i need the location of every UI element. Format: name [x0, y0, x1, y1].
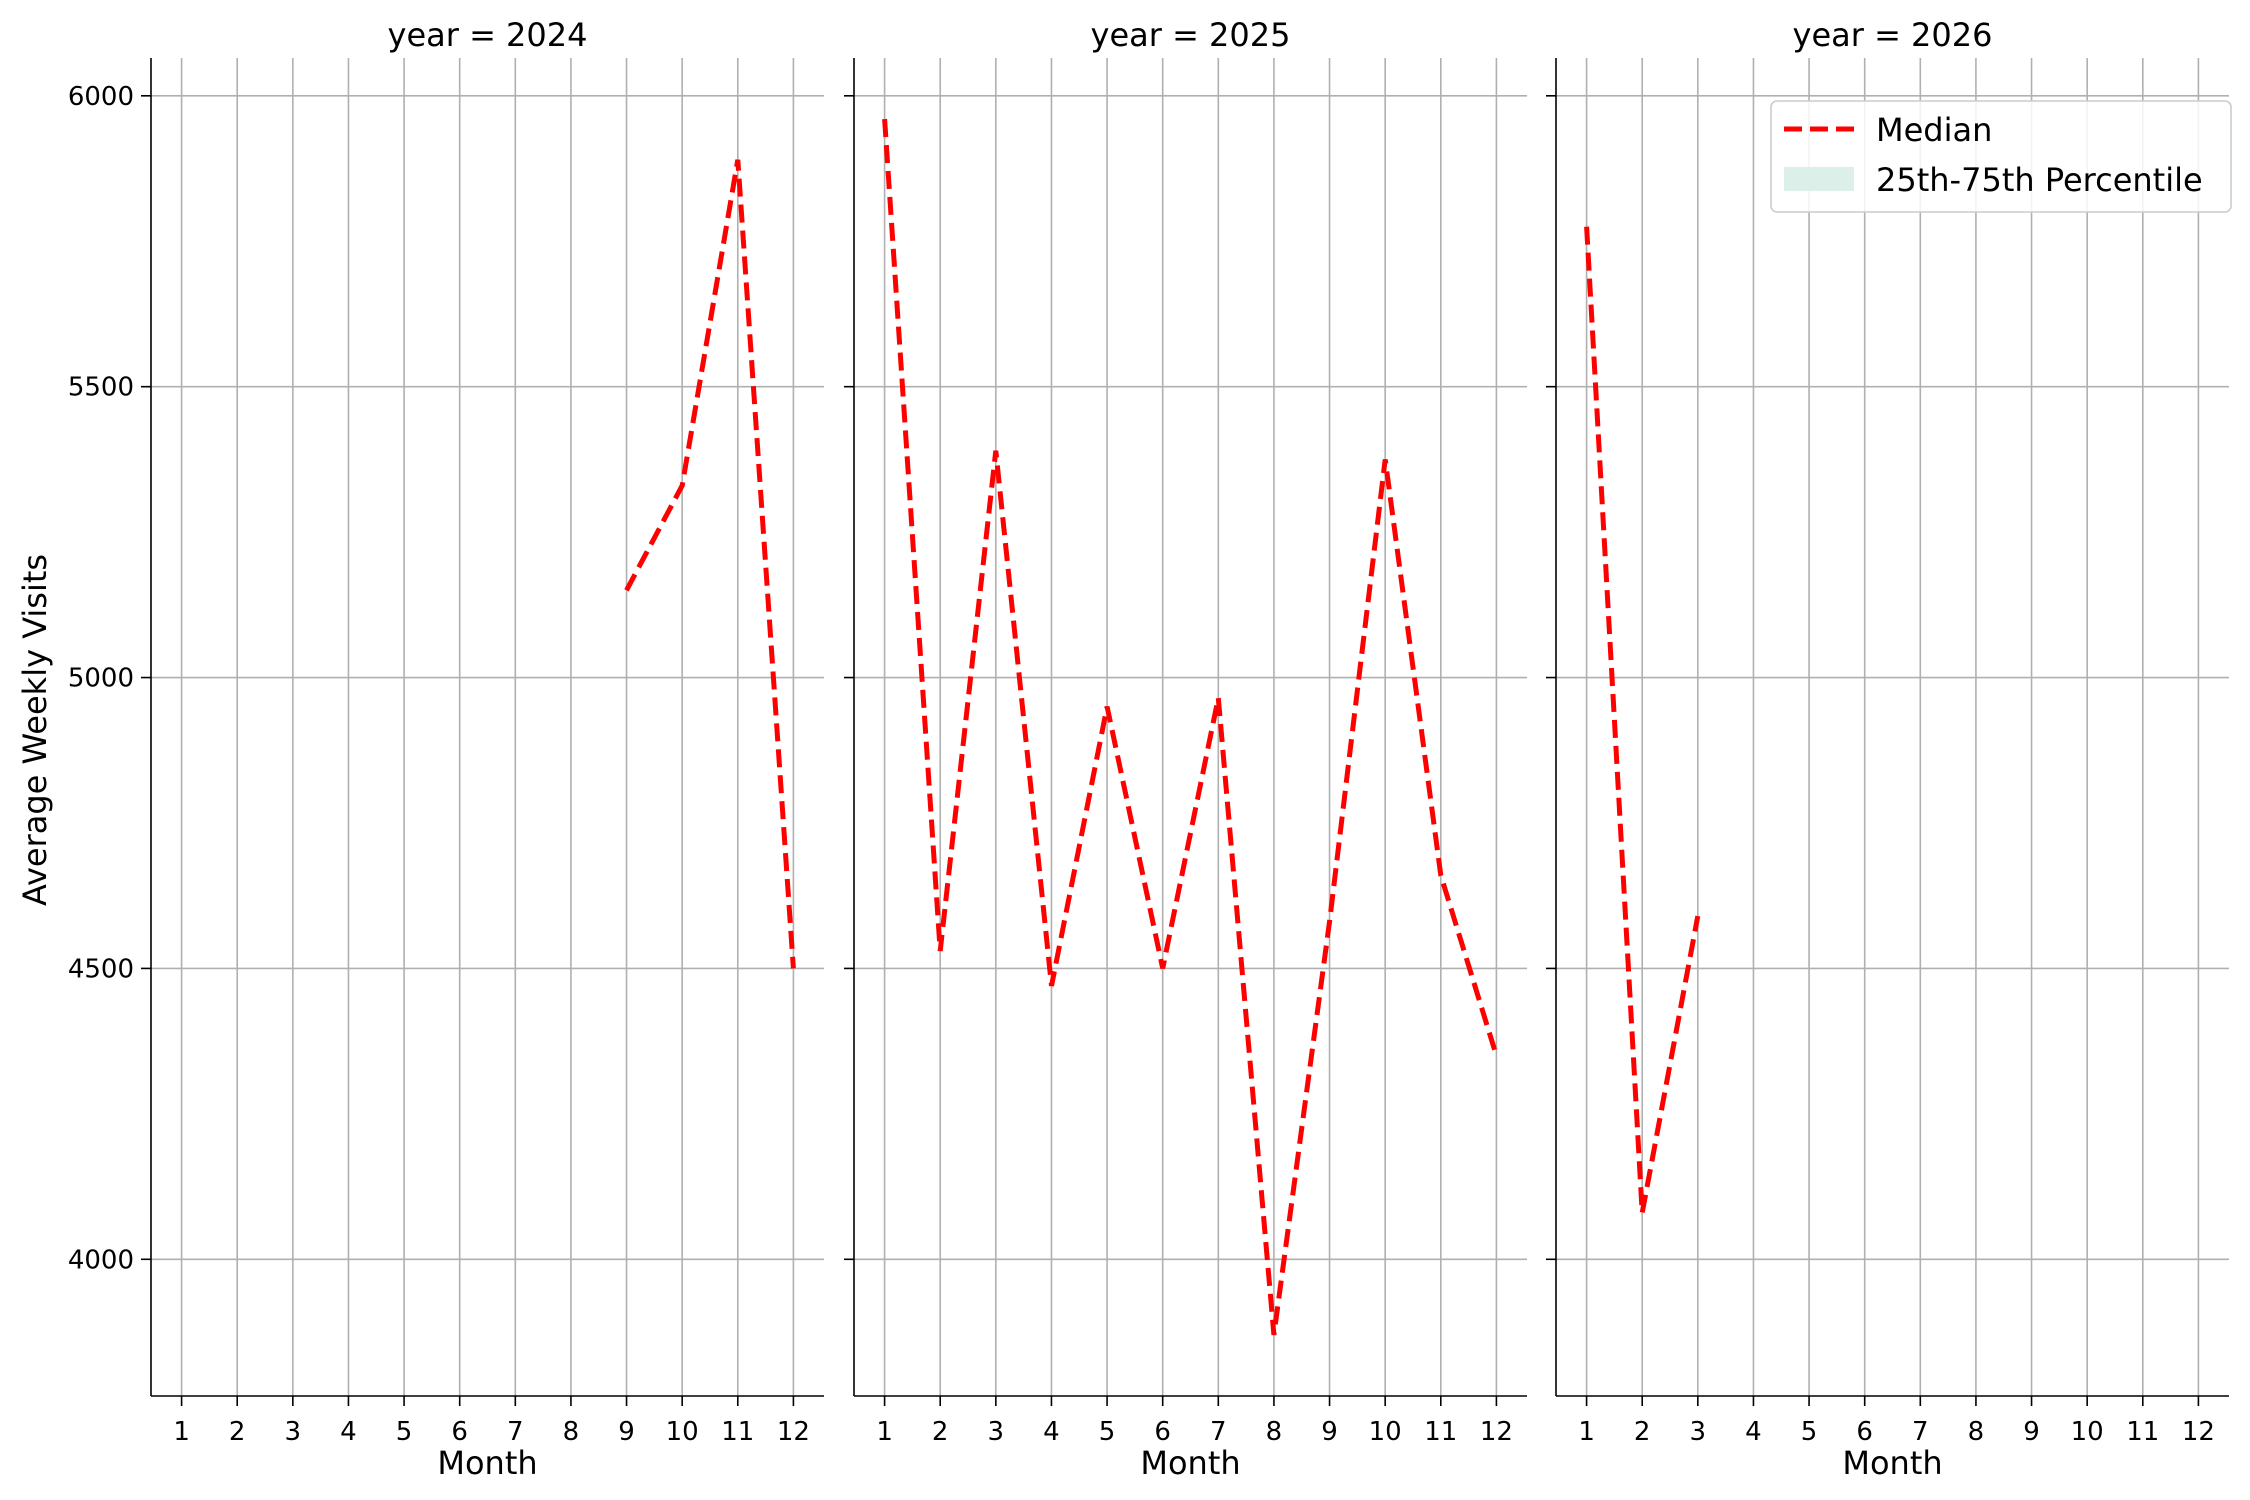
- legend-median-label: Median: [1876, 111, 1992, 149]
- x-tick-label: 2: [1634, 1417, 1651, 1447]
- x-tick-label: 3: [1690, 1417, 1707, 1447]
- x-tick-label: 8: [1266, 1417, 1283, 1447]
- x-tick-label: 2: [932, 1417, 949, 1447]
- y-tick-label: 4000: [68, 1245, 134, 1275]
- panel-title: year = 2026: [1793, 16, 1993, 54]
- y-tick-label: 5000: [68, 664, 134, 694]
- x-tick-label: 12: [2182, 1417, 2215, 1447]
- x-tick-label: 5: [1801, 1417, 1818, 1447]
- x-tick-label: 1: [1578, 1417, 1595, 1447]
- x-tick-label: 12: [1480, 1417, 1513, 1447]
- median-series-line: [624, 159, 796, 969]
- x-tick-label: 3: [285, 1417, 302, 1447]
- x-tick-label: 11: [721, 1417, 754, 1447]
- x-tick-label: 10: [1369, 1417, 1402, 1447]
- x-tick-label: 9: [1321, 1417, 1338, 1447]
- x-tick-label: 10: [666, 1417, 699, 1447]
- x-tick-label: 8: [1968, 1417, 1985, 1447]
- legend-band-swatch: [1784, 167, 1854, 191]
- y-axis-label: Average Weekly Visits: [16, 554, 54, 906]
- x-tick-label: 9: [618, 1417, 635, 1447]
- panel-title: year = 2024: [388, 16, 588, 54]
- legend: Median 25th-75th Percentile: [1770, 100, 2232, 213]
- x-axis-label: Month: [437, 1444, 537, 1482]
- median-series-line: [1584, 226, 1701, 1214]
- x-tick-label: 4: [1043, 1417, 1060, 1447]
- x-axis-label: Month: [1140, 1444, 1240, 1482]
- panels-layer: 1 2 3 4 5 6 7 8 9 10 11 1240004500500055006000Month…: [68, 16, 2229, 1482]
- legend-band-label: 25th-75th Percentile: [1876, 161, 2203, 199]
- x-tick-label: 7: [1912, 1417, 1929, 1447]
- legend-frame: [1770, 100, 2232, 213]
- x-tick-label: 9: [2023, 1417, 2040, 1447]
- x-axis-label: Month: [1842, 1444, 1942, 1482]
- x-tick-label: 11: [2126, 1417, 2159, 1447]
- x-tick-label: 5: [396, 1417, 413, 1447]
- x-tick-label: 6: [1856, 1417, 1873, 1447]
- x-tick-label: 6: [1154, 1417, 1171, 1447]
- y-tick-label: 6000: [68, 82, 134, 112]
- y-tick-label: 4500: [68, 954, 134, 984]
- x-tick-label: 3: [988, 1417, 1005, 1447]
- x-tick-label: 11: [1424, 1417, 1457, 1447]
- panel-1: 1 2 3 4 5 6 7 8 9 10 11 1240004500500055006000Month…: [68, 16, 824, 1482]
- x-tick-label: 10: [2071, 1417, 2104, 1447]
- x-tick-label: 4: [1745, 1417, 1762, 1447]
- y-tick-label: 5500: [68, 373, 134, 403]
- x-tick-label: 4: [340, 1417, 357, 1447]
- x-tick-label: 2: [229, 1417, 246, 1447]
- x-tick-label: 7: [507, 1417, 524, 1447]
- x-tick-label: 6: [451, 1417, 468, 1447]
- x-tick-label: 7: [1210, 1417, 1227, 1447]
- x-tick-label: 5: [1099, 1417, 1116, 1447]
- x-tick-label: 1: [173, 1417, 190, 1447]
- median-series-line: [882, 118, 1499, 1336]
- x-tick-label: 8: [563, 1417, 580, 1447]
- x-tick-label: 1: [876, 1417, 893, 1447]
- x-tick-label: 12: [777, 1417, 810, 1447]
- panel-title: year = 2025: [1091, 16, 1291, 54]
